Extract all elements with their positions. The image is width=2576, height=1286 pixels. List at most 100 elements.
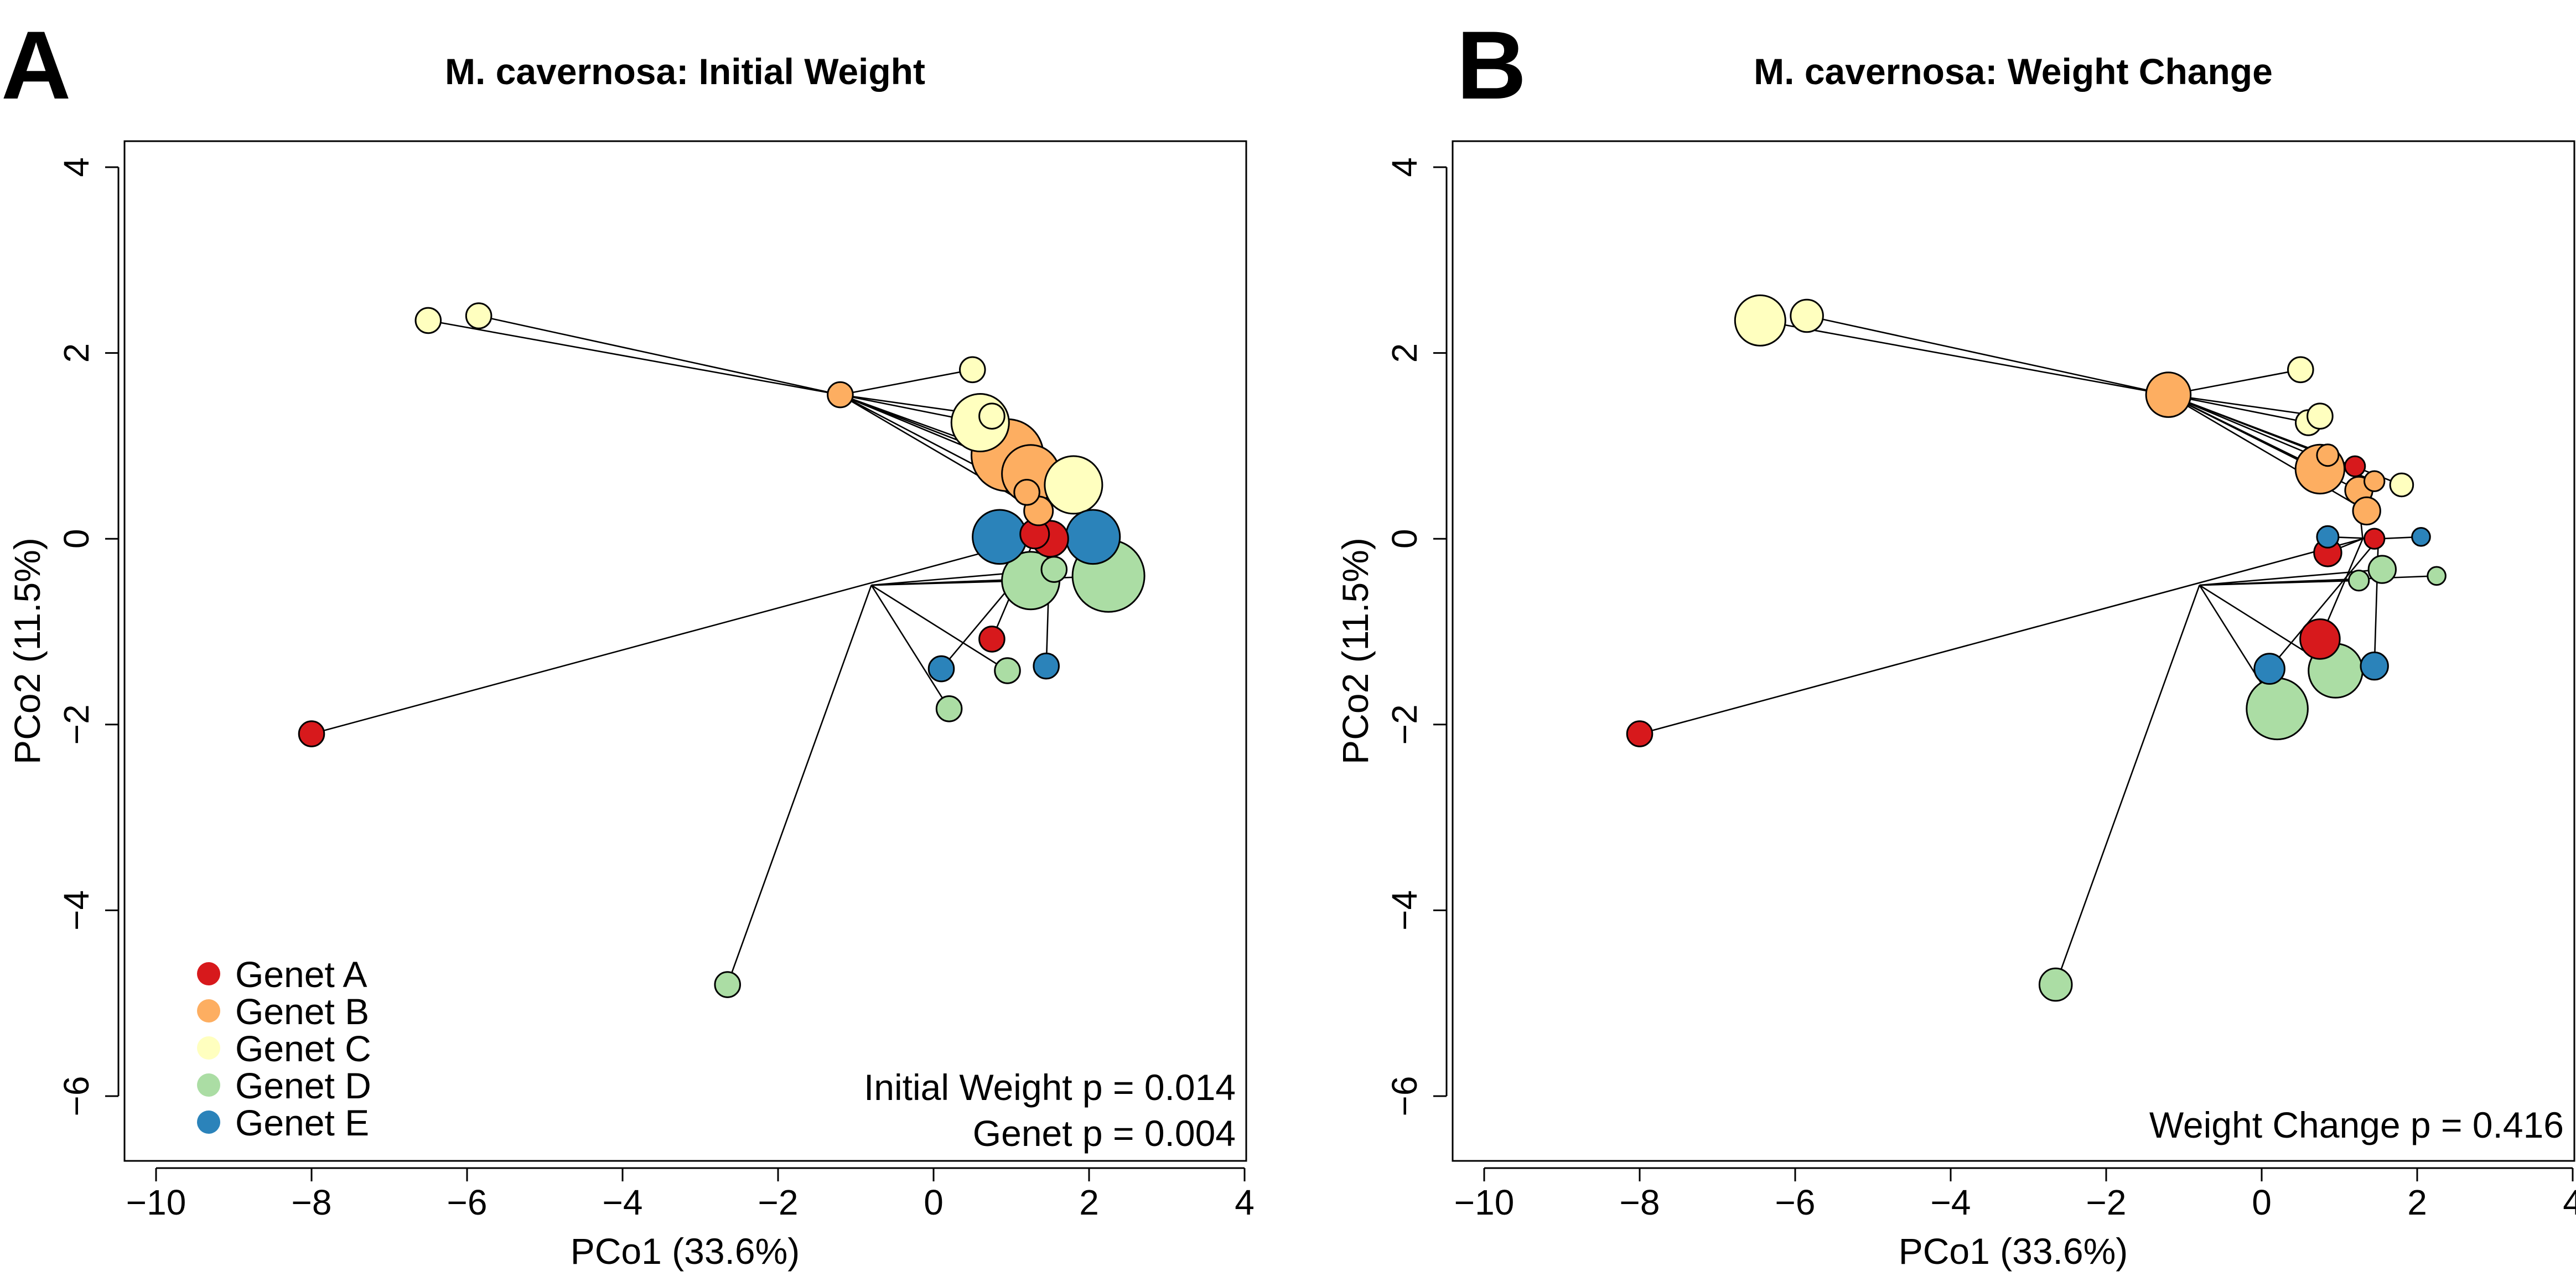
x-tick-label: −6 [447,1182,488,1222]
data-point [927,655,955,683]
stat-annotation-1: Weight Change p = 0.416 [2149,1104,2564,1145]
x-tick-label: 4 [1235,1182,1255,1222]
data-point [978,402,1005,430]
centroid-link [870,584,1008,672]
plot-marks [1626,294,2447,1002]
y-tick-label: 2 [1385,343,1424,363]
centroid-link [311,538,1035,735]
legend-swatch [197,1073,220,1097]
y-tick-label: −2 [56,704,96,745]
x-tick-label: −8 [292,1182,332,1222]
x-tick-label: −4 [603,1182,643,1222]
centroid-link [1760,319,2169,396]
data-point [994,657,1021,684]
legend-swatch [197,1036,220,1060]
plot-frame [123,140,1247,1162]
panel-b: B M. cavernosa: Weight Change −10 −8 −6 −4 −… [1335,12,2576,1272]
legend-label: Genet D [235,1065,371,1106]
x-tick-label: −10 [126,1182,186,1222]
panel-letter: B [1457,12,1526,120]
data-point [2307,402,2334,430]
data-point [1626,720,1654,747]
y-axis-label: PCo2 (11.5%) [1335,538,1376,765]
axes: −10 −8 −6 −4 −2 0 2 4 −6 −4 −2 0 2 4 [1385,157,2576,1222]
data-point [2287,356,2314,384]
y-tick-label: 0 [56,529,96,549]
data-point [935,695,963,722]
data-point [2367,555,2397,584]
centroid-link [2269,538,2379,669]
x-tick-label: −2 [2086,1182,2127,1222]
y-tick-label: −4 [56,890,96,931]
data-point [2038,967,2073,1002]
data-point [2360,651,2389,681]
axes: −10 −8 −6 −4 −2 0 2 4 −6 −4 −2 0 2 4 [56,157,1255,1222]
y-tick-label: 4 [1385,157,1424,177]
centroid-link [2168,394,2320,417]
data-point [2316,443,2340,467]
data-point [2145,371,2192,418]
plot-frame [1452,140,2575,1162]
centroid-link [1806,315,2169,396]
data-point [2344,455,2366,477]
y-axis-label: PCo2 (11.5%) [7,538,48,765]
data-point [1044,455,1103,515]
data-point [414,307,442,334]
x-tick-label: −2 [758,1182,799,1222]
data-point [959,356,986,384]
x-tick-label: −10 [1454,1182,1515,1222]
data-point [1790,298,1824,333]
legend-label: Genet A [235,954,367,995]
plot-marks [298,302,1146,998]
stat-annotation-1: Initial Weight p = 0.014 [864,1067,1236,1108]
centroid-link [2055,585,2200,985]
data-point [972,509,1028,565]
data-point [827,381,854,409]
data-point [2364,528,2386,550]
legend-label: Genet E [235,1102,369,1143]
y-tick-label: −6 [56,1076,96,1117]
data-point [1734,294,1786,347]
panel-letter: A [1,12,71,120]
data-point [978,626,1005,653]
x-tick-label: 2 [1079,1182,1099,1222]
y-tick-label: 4 [56,157,96,177]
legend-swatch [197,1111,220,1134]
centroid-link [1639,538,2363,735]
legend-swatch [197,962,220,985]
centroid-link [2168,394,2309,423]
centroid-link [428,319,841,396]
centroid-link [727,585,872,985]
chart-title: M. cavernosa: Weight Change [1754,51,2273,92]
data-point [2427,566,2447,586]
stat-annotation-2: Genet p = 0.004 [973,1113,1236,1154]
centroid-link [840,369,973,396]
x-tick-label: −6 [1775,1182,1816,1222]
legend-swatch [197,999,220,1022]
data-point [2411,527,2431,547]
data-point [2246,677,2309,741]
centroid-link [2168,394,2367,512]
data-point [2253,653,2285,685]
data-point [1065,509,1121,565]
data-point [2316,525,2340,549]
y-tick-label: −2 [1385,704,1424,745]
centroid-link [2199,569,2382,586]
data-point [2352,496,2381,526]
x-tick-label: −8 [1620,1182,1660,1222]
centroid-link [870,585,950,709]
data-point [1033,652,1060,680]
x-tick-label: −4 [1931,1182,1971,1222]
y-tick-label: −6 [1385,1076,1424,1117]
data-point [465,302,493,329]
centroid-link [2199,575,2437,586]
legend-label: Genet B [235,991,369,1032]
y-tick-label: 2 [56,343,96,363]
x-axis-label: PCo1 (33.6%) [1899,1231,2128,1272]
data-point [1013,479,1040,506]
data-point [298,720,325,747]
x-axis-label: PCo1 (33.6%) [571,1231,800,1272]
data-point [2389,472,2414,498]
data-point [2299,618,2341,660]
